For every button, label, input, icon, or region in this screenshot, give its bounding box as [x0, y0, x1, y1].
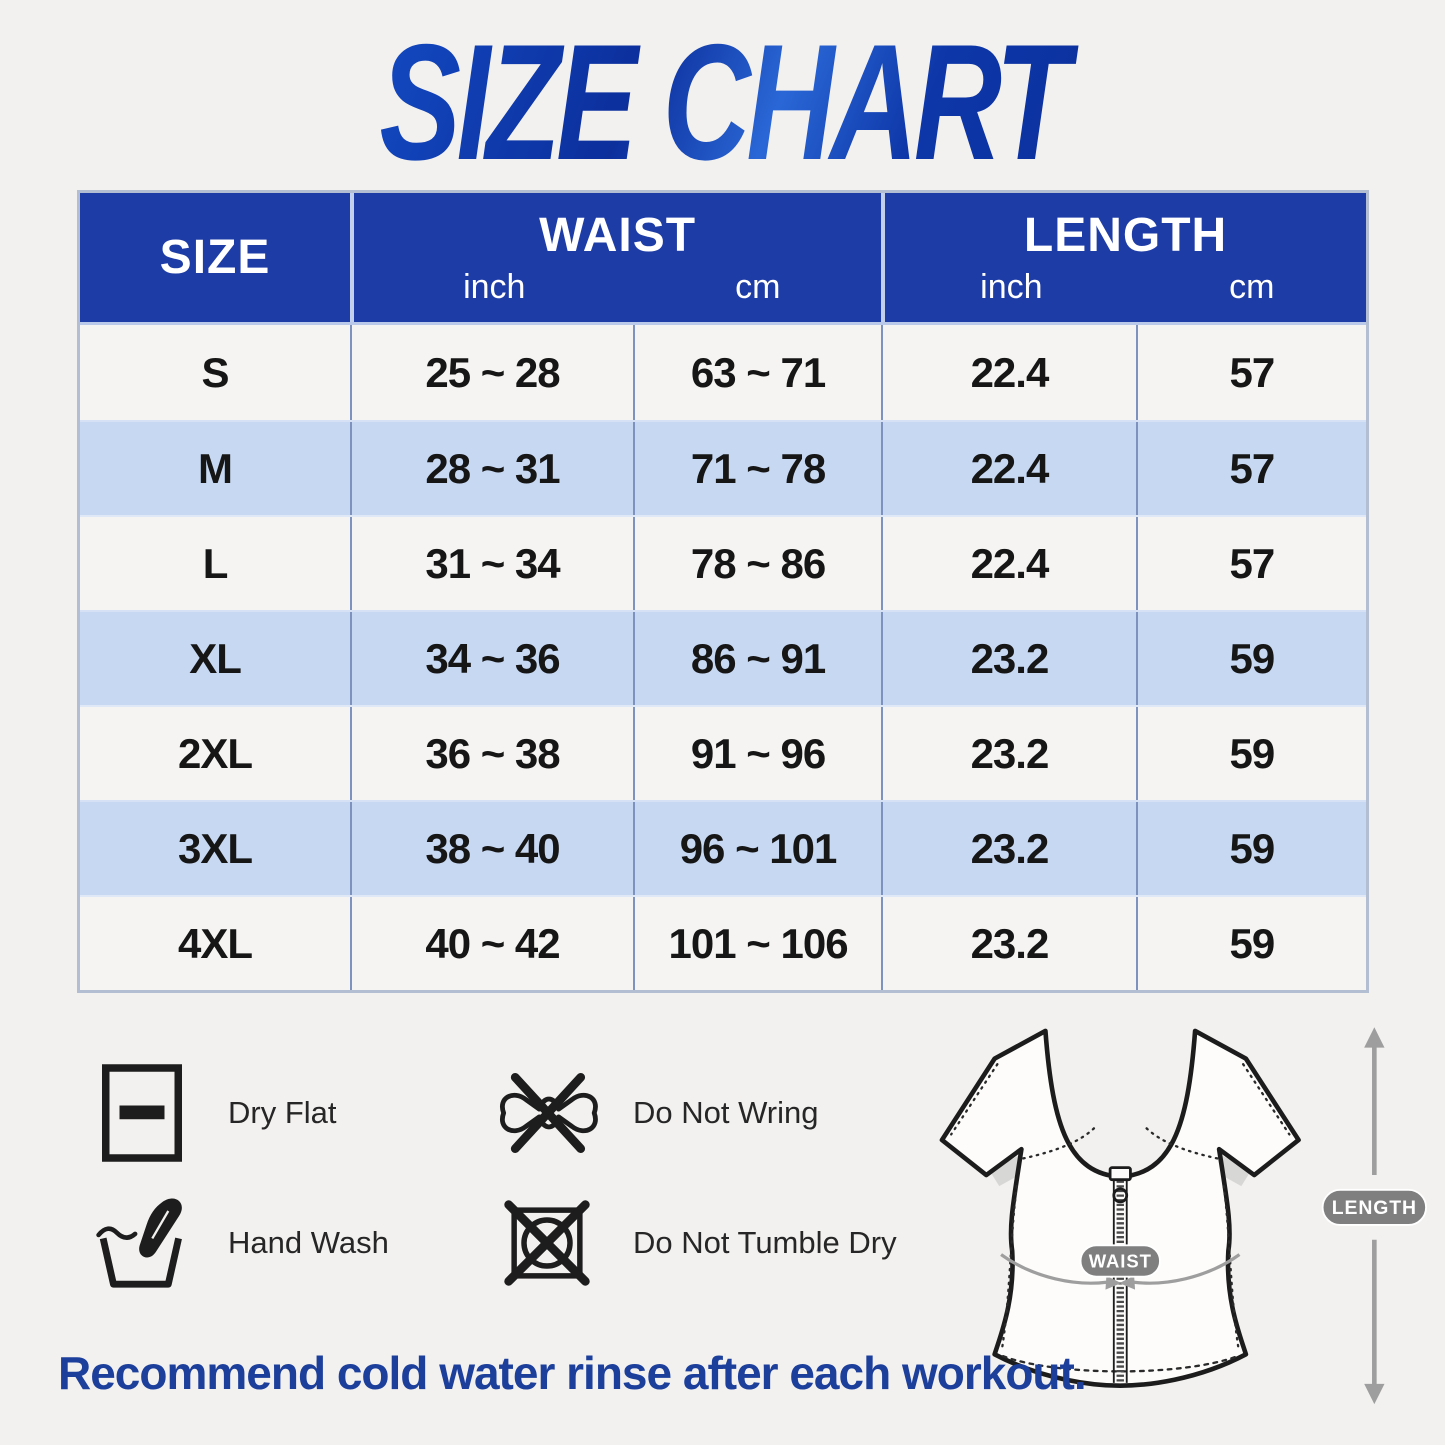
header-length-units: inch cm — [885, 270, 1366, 304]
care-item-label: Hand Wash — [228, 1225, 389, 1260]
cell-size: 3XL — [178, 824, 253, 872]
cell-length_inch: 23.2 — [881, 802, 1136, 895]
cell-length_cm: 57 — [1135, 325, 1366, 420]
care-item-label: Do Not Tumble Dry — [633, 1225, 897, 1260]
footer-note: Recommend cold water rinse after each wo… — [58, 1347, 1087, 1399]
cell-length_cm: 57 — [1135, 517, 1366, 610]
header-waist-units: inch cm — [354, 270, 881, 304]
header-length-label: LENGTH — [1023, 208, 1228, 262]
cell-length_cm: 59 — [1135, 802, 1366, 895]
cell-waist_inch: 38 ~ 40 — [350, 802, 633, 895]
cell-waist_inch: 36 ~ 38 — [350, 707, 633, 800]
care-item-label: Do Not Wring — [633, 1095, 819, 1130]
cell-waist_cm: 96 ~ 101 — [632, 802, 881, 895]
cell-length_inch: 23.2 — [881, 707, 1136, 800]
cell-length_inch: 22.4 — [881, 517, 1136, 610]
zipper-pull — [1112, 1187, 1129, 1204]
cell-length_cm: 57 — [1135, 422, 1366, 515]
cell-waist_inch: 28 ~ 31 — [350, 422, 633, 515]
cell-waist_cm: 101 ~ 106 — [632, 897, 881, 990]
table-body: S 25 ~ 28 63 ~ 71 22.4 57 M 28 ~ 31 71 ~ 78 22.4… — [80, 325, 1366, 990]
cell-waist_inch: 40 ~ 42 — [350, 897, 633, 990]
cell-length_cm: 59 — [1135, 707, 1366, 800]
care-instructions: Dry Flat Do Not Wring Hand Wash — [82, 1048, 932, 1308]
cell-waist_inch: 25 ~ 28 — [350, 325, 633, 420]
unit-label-waist-cm: cm — [735, 267, 781, 306]
cell-waist_inch: 31 ~ 34 — [350, 517, 633, 610]
waist-arrows — [1000, 1253, 1241, 1290]
table-row: 2XL 36 ~ 38 91 ~ 96 23.2 59 — [80, 705, 1366, 800]
hand-wash-icon — [82, 1195, 202, 1291]
page-title: SIZE CHART — [188, 8, 1257, 197]
unit-label-waist-inch: inch — [463, 267, 526, 306]
table-row: S 25 ~ 28 63 ~ 71 22.4 57 — [80, 325, 1366, 420]
svg-text:LENGTH: LENGTH — [1332, 1197, 1417, 1219]
cell-length_inch: 23.2 — [881, 897, 1136, 990]
seam-lines — [950, 1063, 1291, 1373]
table-row: L 31 ~ 34 78 ~ 86 22.4 57 — [80, 515, 1366, 610]
cell-size: XL — [189, 634, 242, 682]
cell-waist_cm: 63 ~ 71 — [632, 325, 881, 420]
cell-size: S — [201, 348, 230, 396]
cell-length_inch: 22.4 — [881, 422, 1136, 515]
cell-waist_cm: 86 ~ 91 — [632, 612, 881, 705]
cell-size: L — [202, 539, 229, 587]
table-row: 4XL 40 ~ 42 101 ~ 106 23.2 59 — [80, 895, 1366, 990]
length-arrow — [1364, 1027, 1385, 1405]
length-badge: LENGTH — [1321, 1188, 1427, 1226]
do-not-wring-icon — [487, 1072, 607, 1154]
waist-badge: WAIST — [1079, 1244, 1161, 1278]
cell-waist_cm: 91 ~ 96 — [632, 707, 881, 800]
cell-size: 4XL — [178, 919, 253, 967]
cell-length_inch: 23.2 — [881, 612, 1136, 705]
unit-label-length-cm: cm — [1229, 267, 1275, 306]
size-chart-table: SIZE WAIST inch cm LENGTH inch cm S 25 ~ … — [77, 190, 1369, 993]
cell-waist_cm: 71 ~ 78 — [632, 422, 881, 515]
header-group-size: SIZE — [80, 193, 350, 322]
header-size-label: SIZE — [159, 230, 271, 284]
cell-size: M — [198, 444, 233, 492]
do-not-tumble-dry-icon — [487, 1197, 607, 1289]
garment-outline — [939, 1028, 1301, 1389]
table-header: SIZE WAIST inch cm LENGTH inch cm — [80, 193, 1366, 325]
header-group-length: LENGTH inch cm — [881, 193, 1366, 322]
table-row: M 28 ~ 31 71 ~ 78 22.4 57 — [80, 420, 1366, 515]
care-item-label: Dry Flat — [228, 1095, 337, 1130]
dry-flat-icon — [82, 1063, 202, 1163]
header-waist-label: WAIST — [539, 208, 697, 262]
cell-length_cm: 59 — [1135, 612, 1366, 705]
cell-length_cm: 59 — [1135, 897, 1366, 990]
cell-waist_inch: 34 ~ 36 — [350, 612, 633, 705]
header-group-waist: WAIST inch cm — [350, 193, 881, 322]
svg-text:WAIST: WAIST — [1089, 1250, 1152, 1271]
cell-length_inch: 22.4 — [881, 325, 1136, 420]
table-row: 3XL 38 ~ 40 96 ~ 101 23.2 59 — [80, 800, 1366, 895]
cell-waist_cm: 78 ~ 86 — [632, 517, 881, 610]
unit-label-length-inch: inch — [980, 267, 1043, 306]
table-row: XL 34 ~ 36 86 ~ 91 23.2 59 — [80, 610, 1366, 705]
garment-illustration: WAIST LENGTH — [905, 1018, 1427, 1406]
cell-size: 2XL — [178, 729, 253, 777]
